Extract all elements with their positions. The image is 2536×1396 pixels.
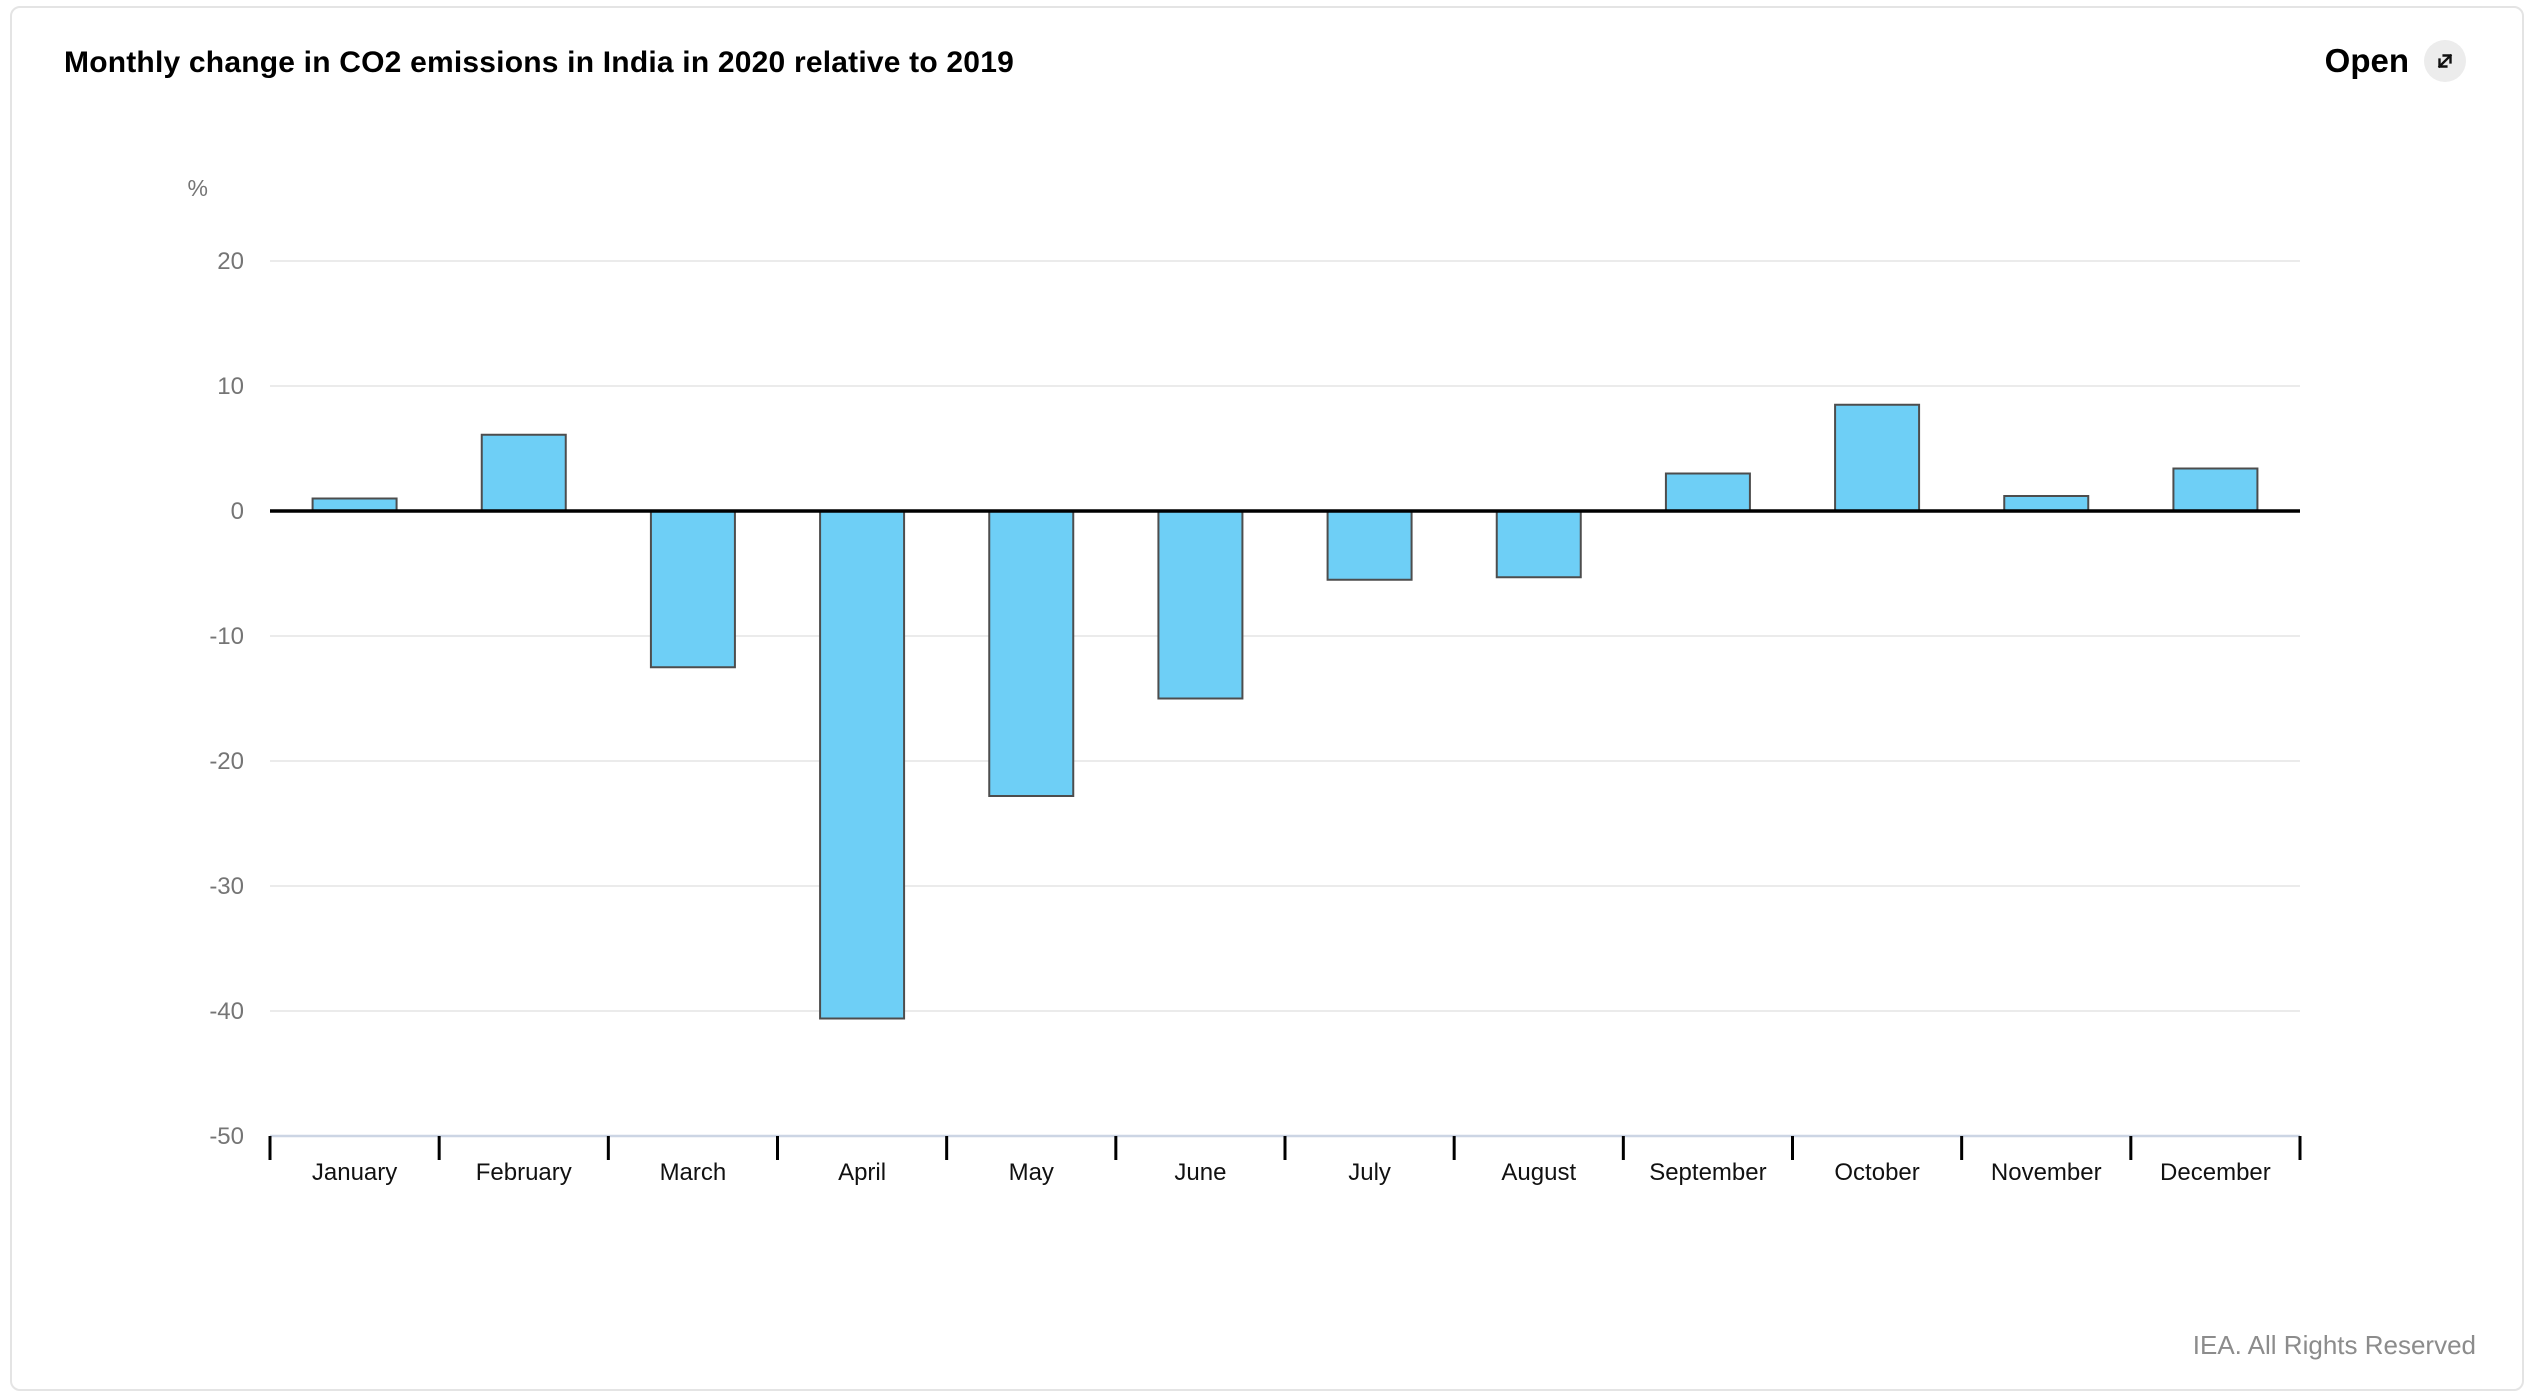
- y-axis-label--50: -50: [209, 1123, 244, 1150]
- y-axis-label-0: 0: [231, 498, 244, 525]
- x-axis-label-june: June: [1174, 1159, 1226, 1186]
- bar-august[interactable]: [1495, 510, 1582, 579]
- bar-may[interactable]: [988, 510, 1075, 797]
- y-axis-label--20: -20: [209, 748, 244, 775]
- x-axis-label-december: December: [2160, 1159, 2271, 1186]
- x-axis-label-february: February: [476, 1159, 572, 1186]
- chart-card: Monthly change in CO2 emissions in India…: [10, 6, 2524, 1391]
- x-axis-label-october: October: [1834, 1159, 1919, 1186]
- x-axis-label-november: November: [1991, 1159, 2102, 1186]
- x-axis-label-august: August: [1501, 1159, 1576, 1186]
- bar-september[interactable]: [1664, 472, 1751, 512]
- x-axis-label-september: September: [1649, 1159, 1766, 1186]
- bar-december[interactable]: [2172, 467, 2259, 512]
- x-axis-label-july: July: [1348, 1159, 1391, 1186]
- open-expand-arrow-icon[interactable]: [2424, 40, 2466, 82]
- x-axis-label-january: January: [312, 1159, 397, 1186]
- y-axis-label-20: 20: [217, 248, 244, 275]
- co2-monthly-change-bar-chart: 20 10 0 -10 -20 -30 -40 -50% January February Marc…: [188, 175, 2302, 1186]
- x-axis-label-april: April: [838, 1159, 886, 1186]
- bar-july[interactable]: [1326, 510, 1413, 581]
- iea-copyright: IEA. All Rights Reserved: [2192, 1330, 2476, 1360]
- bar-june[interactable]: [1157, 510, 1244, 700]
- bar-february[interactable]: [480, 433, 567, 512]
- bar-march[interactable]: [649, 510, 736, 669]
- y-axis-label--10: -10: [209, 623, 244, 650]
- y-axis-label--40: -40: [209, 998, 244, 1025]
- y-axis-label--30: -30: [209, 873, 244, 900]
- bar-april[interactable]: [819, 510, 906, 1020]
- open-button-label: Open: [2324, 42, 2409, 79]
- bar-november[interactable]: [2003, 495, 2090, 512]
- y-axis-label-10: 10: [217, 373, 244, 400]
- open-button[interactable]: Open: [2325, 40, 2466, 82]
- bar-october[interactable]: [1834, 403, 1921, 512]
- x-axis-label-may: May: [1009, 1159, 1054, 1186]
- x-axis-label-march: March: [660, 1159, 727, 1186]
- chart-title: Monthly change in CO2 emissions in India…: [64, 46, 1014, 79]
- bar-january[interactable]: [311, 497, 398, 512]
- y-axis-unit-label: %: [188, 175, 208, 201]
